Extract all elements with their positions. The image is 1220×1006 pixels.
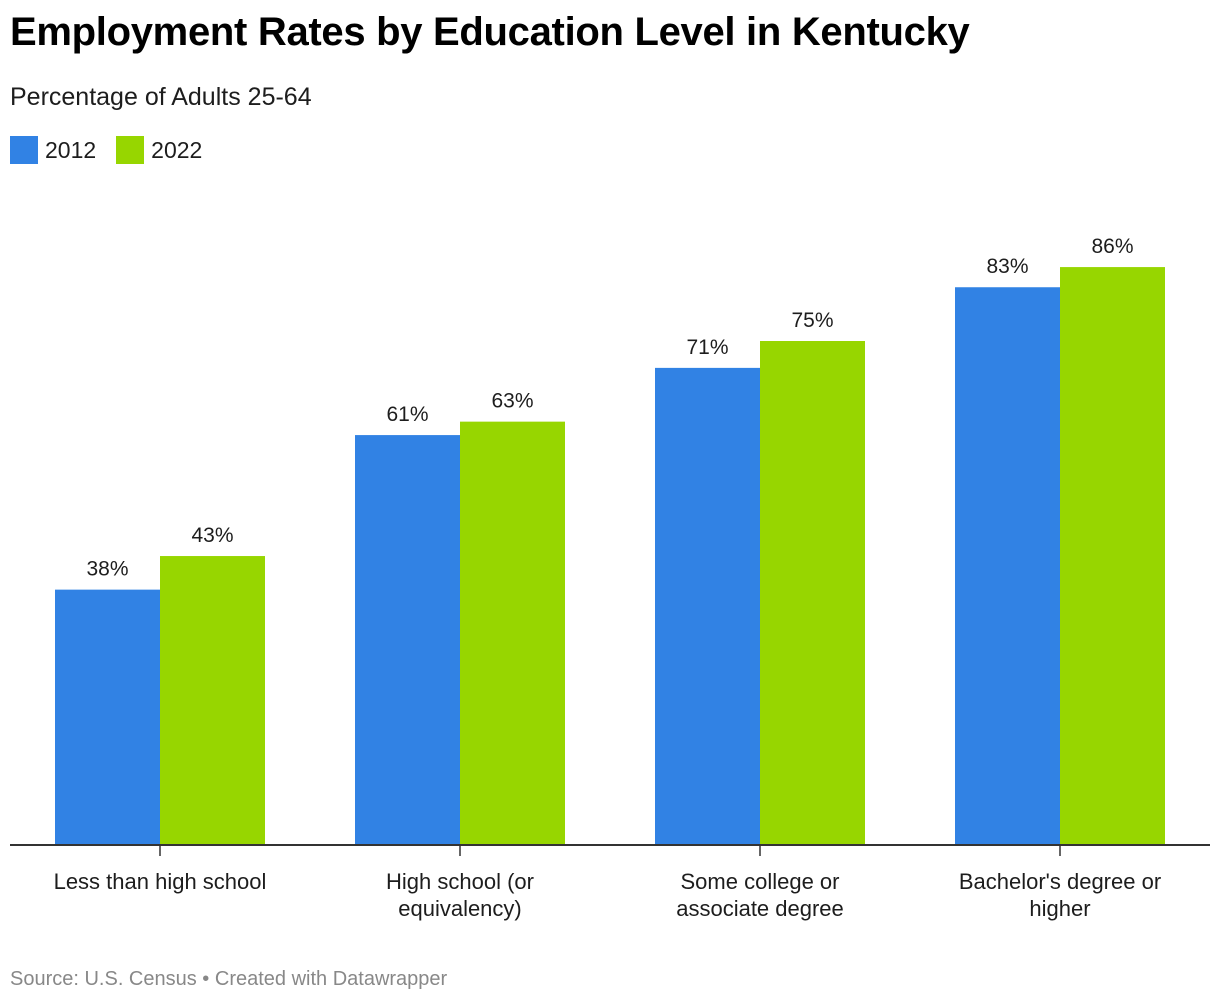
data-label-2012-3: 83% [986, 255, 1028, 278]
bar-2022-3 [1060, 267, 1165, 846]
legend-label-2012: 2012 [45, 136, 97, 163]
x-tick-label-line: associate degree [676, 896, 844, 921]
legend-label-2022: 2022 [151, 136, 203, 163]
data-label-2012-2: 71% [686, 336, 728, 359]
legend: 2012 2022 [10, 136, 222, 164]
legend-swatch-2022 [116, 136, 145, 164]
footer-separator: • [196, 968, 215, 990]
x-tick-label-line: Some college or [681, 869, 840, 894]
source-text: Source: U.S. Census [10, 968, 197, 990]
bar-2022-2 [760, 341, 865, 845]
x-tick-label-line: High school (or [386, 869, 534, 894]
bar-2022-1 [460, 421, 565, 845]
bar-2012-3 [955, 287, 1060, 845]
x-tick-label-line: equivalency) [398, 896, 522, 921]
x-tick-label-0: Less than high school [54, 869, 267, 894]
data-label-2022-1: 63% [491, 390, 533, 413]
legend-item-2012: 2012 [10, 136, 96, 164]
legend-swatch-2012 [10, 136, 38, 164]
chart-title: Employment Rates by Education Level in K… [10, 10, 970, 54]
x-tick-label-line: Bachelor's degree or [959, 869, 1161, 894]
bar-2022-0 [160, 556, 265, 845]
data-label-2022-3: 86% [1091, 235, 1133, 258]
data-label-2012-1: 61% [386, 403, 428, 426]
x-tick-label-line: Less than high school [54, 869, 267, 894]
bar-2012-1 [355, 435, 460, 845]
x-tick-label-2: Some college or associate degree [676, 869, 844, 921]
bar-2012-2 [655, 367, 760, 845]
data-label-2022-0: 43% [191, 524, 233, 547]
chart-subtitle: Percentage of Adults 25-64 [10, 83, 312, 111]
x-tick-label-1: High school (or equivalency) [386, 869, 534, 921]
bar-2012-0 [55, 589, 160, 845]
data-label-2012-0: 38% [86, 558, 128, 581]
x-tick-label-3: Bachelor's degree or higher [959, 869, 1161, 921]
footer: Source: U.S. Census • Created with Dataw… [10, 968, 447, 991]
x-tick-label-line: higher [1029, 896, 1090, 921]
legend-item-2022: 2022 [116, 136, 202, 164]
data-label-2022-2: 75% [791, 309, 833, 332]
credit-text: Created with Datawrapper [214, 968, 448, 990]
